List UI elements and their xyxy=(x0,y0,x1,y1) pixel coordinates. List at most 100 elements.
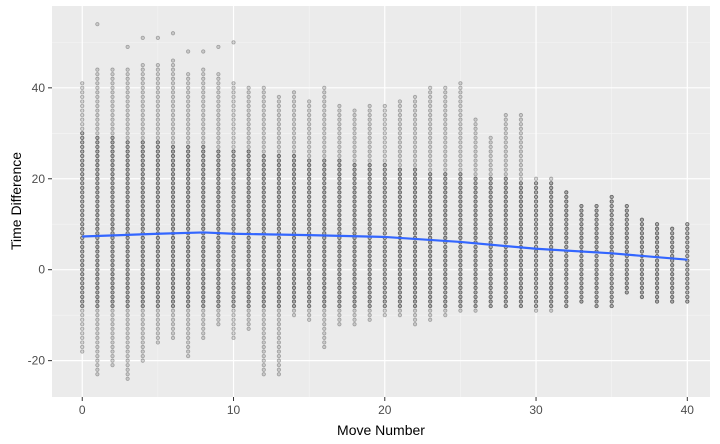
data-point xyxy=(216,235,221,240)
data-point xyxy=(170,144,176,150)
y-tick-label: 40 xyxy=(32,81,46,95)
data-point xyxy=(216,176,221,181)
data-point xyxy=(231,103,236,109)
data-point xyxy=(443,308,448,313)
data-point xyxy=(443,299,448,304)
data-point xyxy=(276,322,281,327)
data-point xyxy=(533,185,539,190)
data-point xyxy=(412,226,418,231)
data-point xyxy=(639,240,645,245)
y-tick-label: 0 xyxy=(38,263,45,277)
data-point xyxy=(670,267,675,272)
data-point xyxy=(397,144,403,150)
data-point xyxy=(307,176,312,181)
data-point xyxy=(488,226,493,231)
data-point xyxy=(155,322,160,327)
data-point xyxy=(428,117,433,122)
data-point xyxy=(186,249,191,254)
data-point xyxy=(443,199,448,204)
data-point xyxy=(337,285,342,290)
data-point xyxy=(80,117,85,122)
data-point xyxy=(473,158,478,163)
data-point xyxy=(216,222,221,227)
data-point xyxy=(155,294,160,300)
data-point xyxy=(367,181,372,186)
data-point xyxy=(382,167,387,172)
y-axis-title: Time Difference xyxy=(8,152,24,250)
data-point xyxy=(352,140,357,145)
data-point xyxy=(533,199,539,204)
data-point xyxy=(125,185,130,190)
data-point xyxy=(337,190,342,195)
data-point xyxy=(397,181,403,186)
data-point xyxy=(503,276,508,281)
data-point xyxy=(95,363,100,368)
data-point xyxy=(125,299,130,304)
data-point xyxy=(186,81,191,86)
data-point xyxy=(518,199,524,204)
data-point xyxy=(125,240,130,245)
data-point xyxy=(216,226,221,231)
data-point xyxy=(594,203,599,209)
data-point xyxy=(95,167,100,172)
data-point xyxy=(549,267,554,272)
data-point xyxy=(110,335,115,340)
data-point xyxy=(443,194,448,200)
data-point xyxy=(216,72,221,77)
data-point xyxy=(261,240,266,245)
data-point xyxy=(337,194,342,200)
data-point xyxy=(246,240,251,245)
data-point xyxy=(533,213,539,218)
data-point xyxy=(291,167,297,172)
data-point xyxy=(110,176,115,181)
data-point xyxy=(518,235,524,240)
data-point xyxy=(80,153,85,159)
data-point xyxy=(80,317,85,322)
data-point xyxy=(246,313,251,318)
data-point xyxy=(533,217,539,222)
data-point xyxy=(382,163,387,168)
data-point xyxy=(579,203,584,209)
data-point xyxy=(518,281,524,286)
data-point xyxy=(110,90,115,95)
data-point xyxy=(216,285,221,290)
data-point xyxy=(624,276,629,281)
data-point xyxy=(186,335,191,340)
data-point xyxy=(458,199,463,204)
data-point xyxy=(261,317,266,322)
data-point xyxy=(201,226,206,231)
data-point xyxy=(291,281,297,286)
data-point xyxy=(624,290,629,295)
data-point xyxy=(564,253,569,259)
data-point xyxy=(624,235,629,240)
data-point xyxy=(412,190,418,195)
data-point xyxy=(216,294,221,300)
data-point xyxy=(428,285,433,290)
data-point xyxy=(579,217,584,222)
data-point xyxy=(488,181,493,186)
data-point xyxy=(412,113,418,118)
data-point xyxy=(291,113,297,118)
data-point xyxy=(95,122,100,127)
data-point xyxy=(201,163,206,168)
data-point xyxy=(685,240,690,245)
data-point xyxy=(458,181,463,186)
data-point xyxy=(685,285,690,290)
data-point xyxy=(276,253,281,259)
data-point xyxy=(95,290,100,295)
data-point xyxy=(170,335,176,340)
data-point xyxy=(80,226,85,231)
data-point xyxy=(231,135,236,140)
data-point xyxy=(503,240,508,245)
data-point xyxy=(685,253,690,259)
data-point xyxy=(458,140,463,145)
data-point xyxy=(276,331,281,336)
data-point xyxy=(155,113,160,118)
data-point xyxy=(246,181,251,186)
data-point xyxy=(140,335,145,340)
data-point xyxy=(155,117,160,122)
data-point xyxy=(95,140,100,145)
data-point xyxy=(503,217,508,222)
data-point xyxy=(337,113,342,118)
data-point xyxy=(246,272,251,277)
